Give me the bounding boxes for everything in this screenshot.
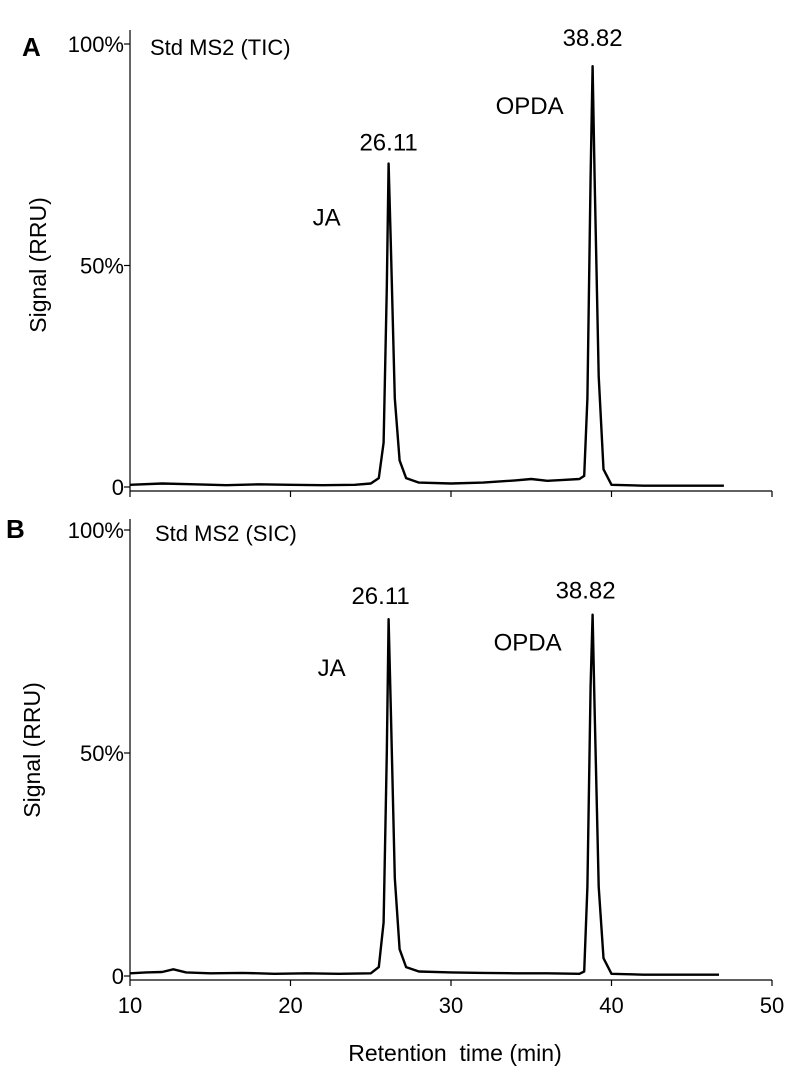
panel-b-series-line <box>129 613 719 976</box>
panel-a-y-ticks: 0 50% 100% <box>68 32 130 500</box>
y-tick-label: 100% <box>68 32 124 57</box>
x-tick-label: 40 <box>599 993 623 1018</box>
panel-b-letter: B <box>6 514 25 544</box>
panel-b: B Std MS2 (SIC) 0 50% 100% 10 20 30 40 50 Sign… <box>6 514 784 1066</box>
x-tick-label: 20 <box>278 993 302 1018</box>
panel-b-y-axis-label: Signal (RRU) <box>19 682 45 817</box>
panel-b-peak-rt-opda: 38.82 <box>556 578 616 605</box>
y-tick-label: 50% <box>80 741 124 766</box>
panel-a-letter: A <box>22 32 41 62</box>
panel-a-title: Std MS2 (TIC) <box>150 35 291 60</box>
panel-b-peak-rt-ja: 26.11 <box>351 583 409 610</box>
panel-a-series-line <box>129 65 724 487</box>
panel-b-title: Std MS2 (SIC) <box>155 521 297 546</box>
panel-a-peak-rt-opda: 38.82 <box>563 25 623 52</box>
x-tick-label: 10 <box>118 993 142 1018</box>
panel-a-peak-label-ja: JA <box>313 205 341 232</box>
panel-a: A Std MS2 (TIC) 0 50% 100% Signal (RRU) 26… <box>22 25 773 500</box>
panel-a-x-ticks <box>129 491 773 497</box>
panel-b-x-ticks: 10 20 30 40 50 <box>118 980 784 1018</box>
y-tick-label: 0 <box>112 475 124 500</box>
panel-a-peak-label-opda: OPDA <box>496 93 564 120</box>
panel-b-peak-label-ja: JA <box>318 655 346 682</box>
panel-a-y-axis-label: Signal (RRU) <box>25 197 51 332</box>
y-tick-label: 50% <box>80 254 124 279</box>
x-tick-label: 50 <box>760 993 784 1018</box>
x-tick-label: 30 <box>439 993 463 1018</box>
y-tick-label: 100% <box>68 518 124 543</box>
panel-b-x-axis-label: Retention time (min) <box>348 1040 561 1066</box>
panel-b-y-ticks: 0 50% 100% <box>68 518 130 989</box>
panel-b-peak-label-opda: OPDA <box>494 630 562 657</box>
y-tick-label: 0 <box>112 964 124 989</box>
panel-a-peak-rt-ja: 26.11 <box>359 130 417 157</box>
